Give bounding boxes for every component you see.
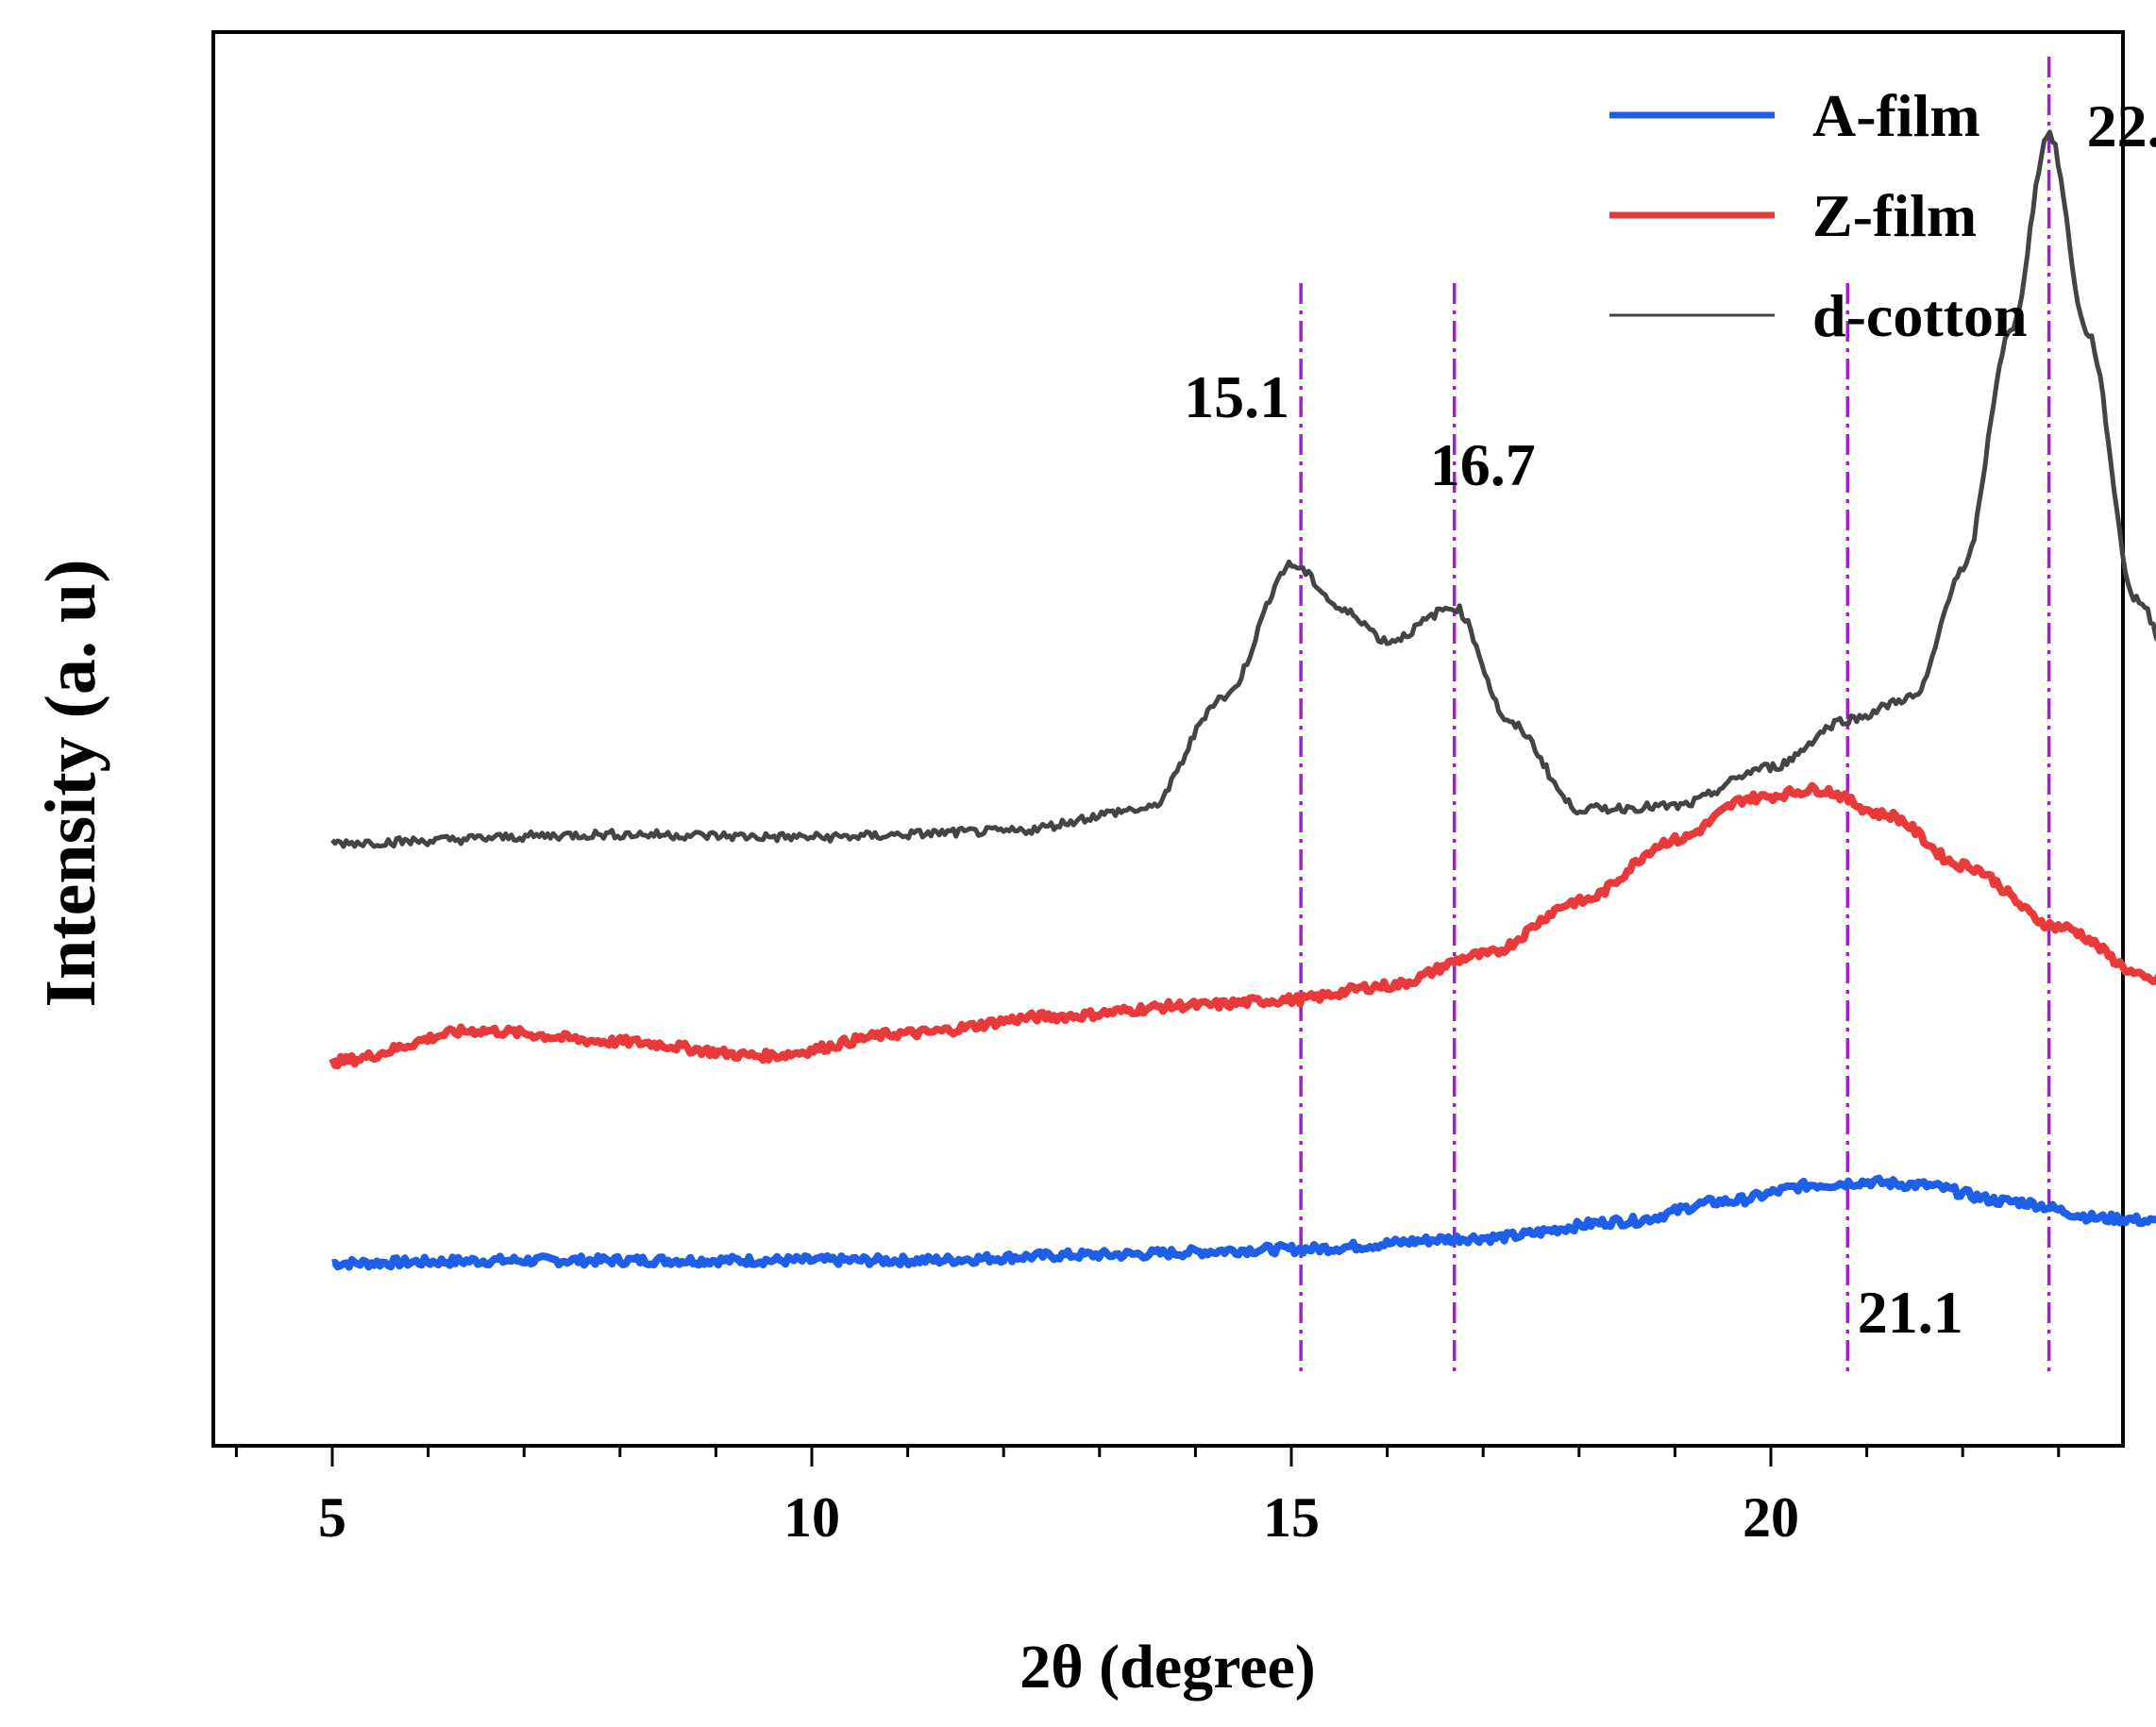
series-line xyxy=(331,1174,2156,1271)
peak-label: 21.1 xyxy=(1858,1279,1963,1346)
series-line xyxy=(328,781,2156,1070)
series-layer xyxy=(328,129,2156,1271)
peak-label: 16.7 xyxy=(1430,431,1536,498)
x-tick-label: 10 xyxy=(783,1486,840,1549)
legend: A-film Z-film d-cotton xyxy=(1609,82,2028,349)
plot-frame xyxy=(211,30,2125,1448)
x-axis-label: 2θ (degree) xyxy=(1019,1633,1316,1702)
peak-label: 22.9 xyxy=(2087,92,2156,159)
series-line xyxy=(330,129,2156,849)
x-tick-label: 15 xyxy=(1263,1486,1320,1549)
legend-label: d-cotton xyxy=(1812,282,2028,349)
x-tick-label: 20 xyxy=(1743,1486,1799,1549)
reference-lines xyxy=(1299,57,2051,1376)
y-axis-label: Intensity (a. u) xyxy=(31,559,110,1007)
legend-label: A-film xyxy=(1812,82,1980,149)
x-axis: 510152025303540 xyxy=(234,1446,2061,1549)
x-tick-label: 5 xyxy=(318,1486,346,1549)
peak-label: 15.1 xyxy=(1184,363,1289,430)
legend-label: Z-film xyxy=(1812,182,1977,249)
peak-annotations: 22.9 15.1 16.7 21.1 xyxy=(1184,92,2156,1346)
